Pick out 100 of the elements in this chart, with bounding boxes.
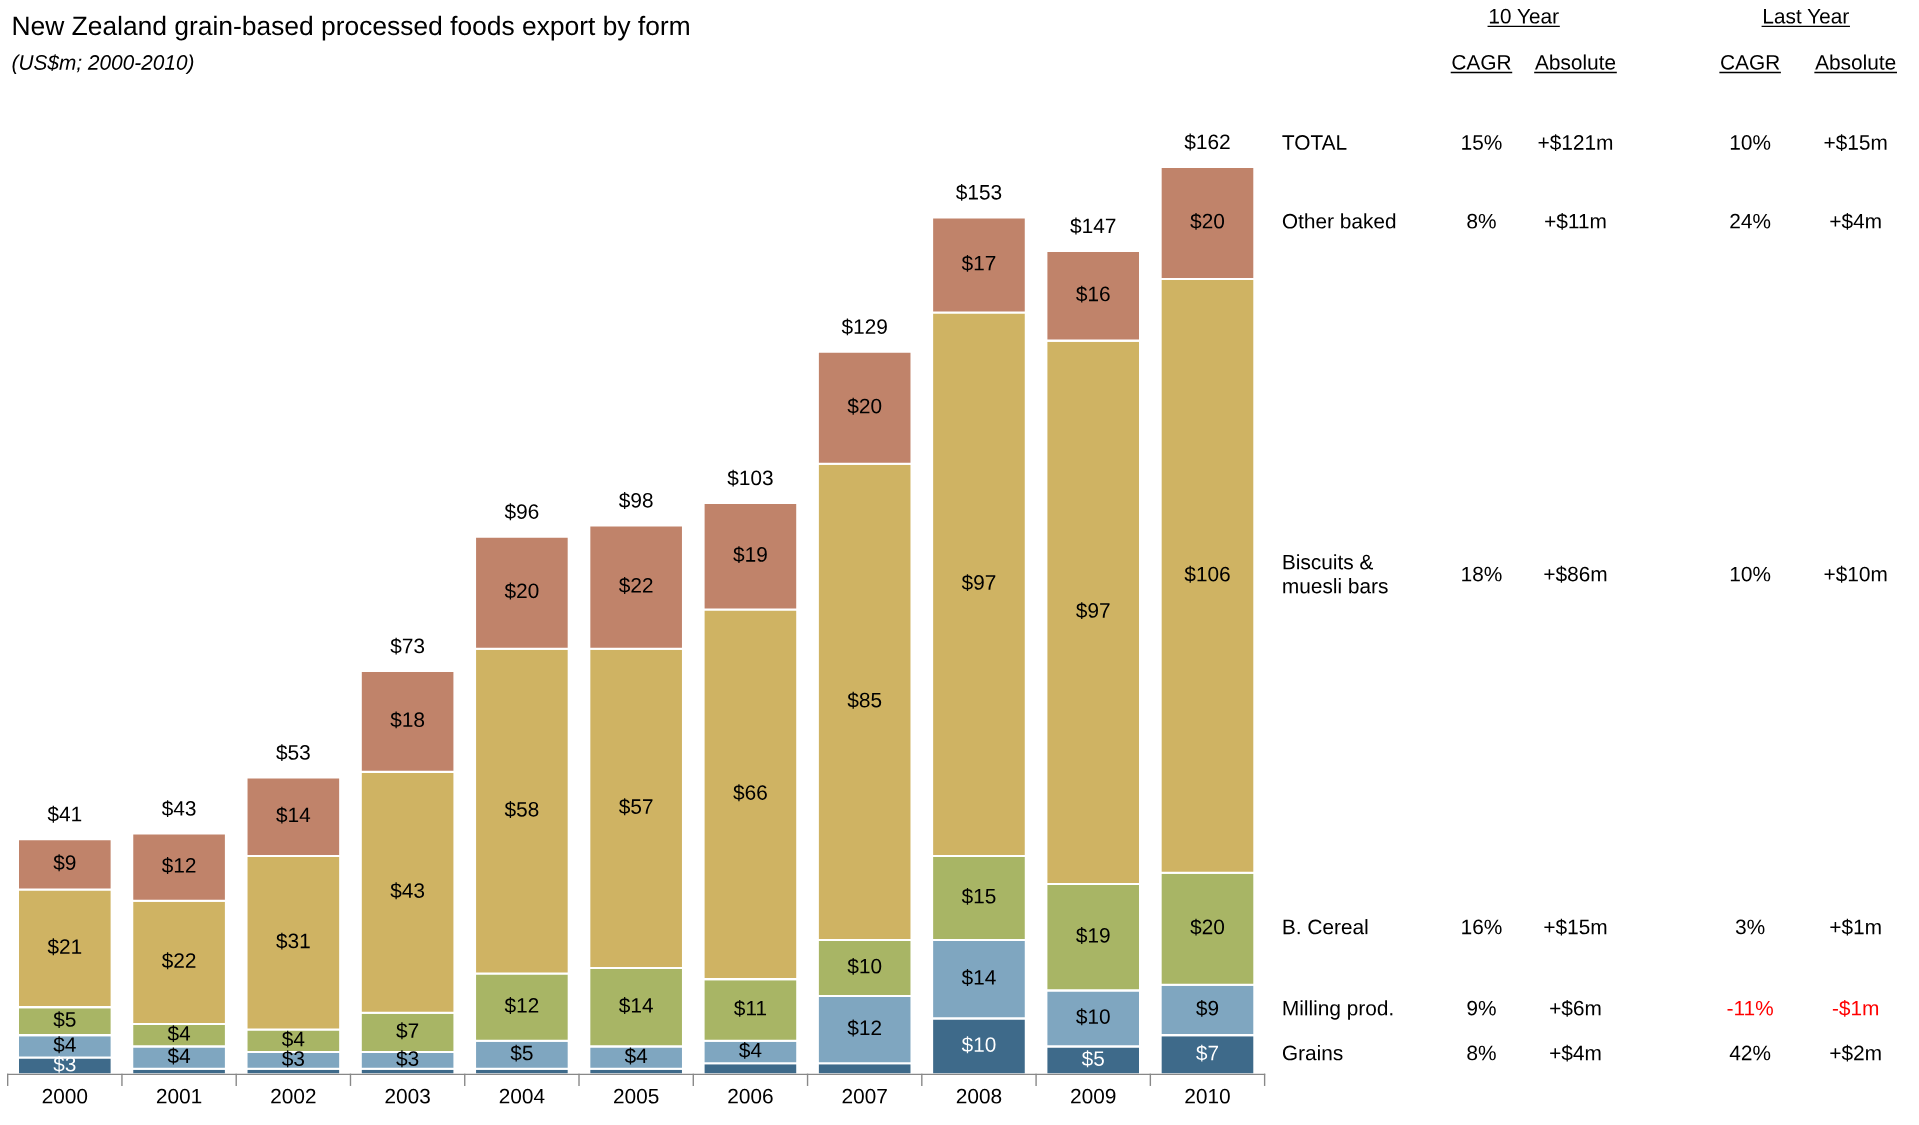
data-label: $15 [961,887,996,905]
data-label: $19 [1076,927,1110,944]
x-tick-label: 2009 [1071,1088,1116,1104]
data-label: $20 [504,582,539,600]
data-label: $4 [281,1030,305,1048]
data-label: $4 [53,1036,76,1054]
data-label: $12 [504,997,539,1014]
total-label: $98 [619,492,653,509]
text: 8% [1467,213,1496,229]
data-label: $12 [161,857,196,874]
total-label: $162 [1184,133,1230,151]
data-label: $19 [733,546,767,564]
text: +$4m [1830,212,1881,230]
data-label: $14 [619,997,653,1014]
text: CAGR [1721,54,1780,70]
text: 16% [1462,919,1502,935]
text: Absolute [1815,54,1896,70]
text: 9% [1467,1000,1496,1016]
x-tick-label: 2001 [156,1088,202,1104]
text: -11% [1727,1000,1773,1016]
total-label: $41 [47,805,82,823]
series-label: Grains [1282,1045,1343,1061]
data-label: $9 [53,854,76,872]
data-label: $85 [847,691,882,709]
data-label: $4 [167,1025,191,1042]
data-label: $9 [1196,999,1219,1017]
data-label: $20 [1190,918,1225,936]
total-label: $129 [841,318,887,336]
data-label: $57 [619,798,653,816]
text: 42% [1729,1045,1771,1061]
data-label: $22 [161,952,196,970]
total-label: $153 [956,184,1002,201]
text: +$15m [1544,918,1607,936]
data-label: $16 [1076,285,1110,303]
data-label: $14 [276,806,311,824]
text: +$15m [1824,134,1887,152]
text: 24% [1730,213,1771,229]
text: 8% [1467,1045,1496,1061]
data-label: $3 [396,1050,419,1068]
text: +$86m [1544,565,1607,583]
data-label: $97 [1076,602,1110,620]
chart-title: New Zealand grain-based processed foods export by form [13,15,689,41]
data-label: $5 [510,1044,533,1062]
data-label: $7 [1196,1044,1219,1062]
text: +$11m [1545,212,1606,230]
text: +$4m [1550,1044,1601,1062]
total-label: $96 [504,503,539,521]
x-tick-label: 2006 [728,1088,773,1104]
x-tick-label: 2000 [42,1088,88,1104]
data-label: $4 [624,1047,648,1065]
data-label: $4 [739,1041,762,1059]
text: 3% [1735,919,1765,935]
text: +$6m [1550,999,1601,1017]
text: Last Year [1764,9,1849,24]
data-label: $22 [619,577,653,594]
series-label: B. Cereal [1283,919,1368,935]
data-label: $7 [396,1022,419,1040]
x-tick-label: 2007 [842,1088,887,1104]
data-label: $66 [733,784,767,802]
text: TOTAL [1282,135,1347,150]
total-label: $53 [276,744,310,762]
text: +$121m [1538,134,1613,152]
series-label: Biscuits & muesli bars [1283,554,1388,594]
data-label: $106 [1184,565,1230,583]
data-label: $58 [504,801,539,818]
data-label: $20 [1190,212,1225,230]
data-label: $17 [961,254,996,272]
x-tick-label: 2005 [614,1088,659,1104]
data-label: $31 [276,932,310,950]
x-tick-label: 2002 [271,1088,316,1104]
x-tick-label: 2008 [956,1088,1002,1104]
total-label: $73 [390,637,425,655]
total-label: $43 [161,800,196,818]
data-label: $10 [847,957,882,975]
data-label: $3 [281,1050,305,1068]
total-label: $103 [727,469,773,487]
data-label: $21 [47,938,82,956]
total-label: $147 [1070,217,1116,235]
data-label: $5 [53,1011,76,1028]
series-label: Other baked [1282,213,1396,229]
text: 10% [1730,566,1771,582]
data-label: $43 [390,882,425,900]
data-label: $12 [847,1019,882,1037]
data-label: $4 [167,1047,191,1065]
text: 18% [1462,566,1502,582]
data-label: $10 [961,1036,996,1054]
data-label: $10 [1076,1008,1110,1026]
data-label: $18 [390,711,425,729]
text: 10 Year [1489,8,1559,24]
data-label: $11 [734,999,767,1017]
x-tick-label: 2010 [1185,1088,1230,1104]
text: +$10m [1824,565,1887,583]
data-label: $97 [961,574,996,592]
text: +$2m [1830,1044,1881,1062]
x-tick-label: 2004 [499,1088,545,1104]
x-tick-label: 2003 [385,1088,430,1104]
text: CAGR [1452,54,1511,70]
text: 15% [1462,135,1502,150]
text: 10% [1730,135,1771,150]
text: -$1m [1832,999,1879,1017]
